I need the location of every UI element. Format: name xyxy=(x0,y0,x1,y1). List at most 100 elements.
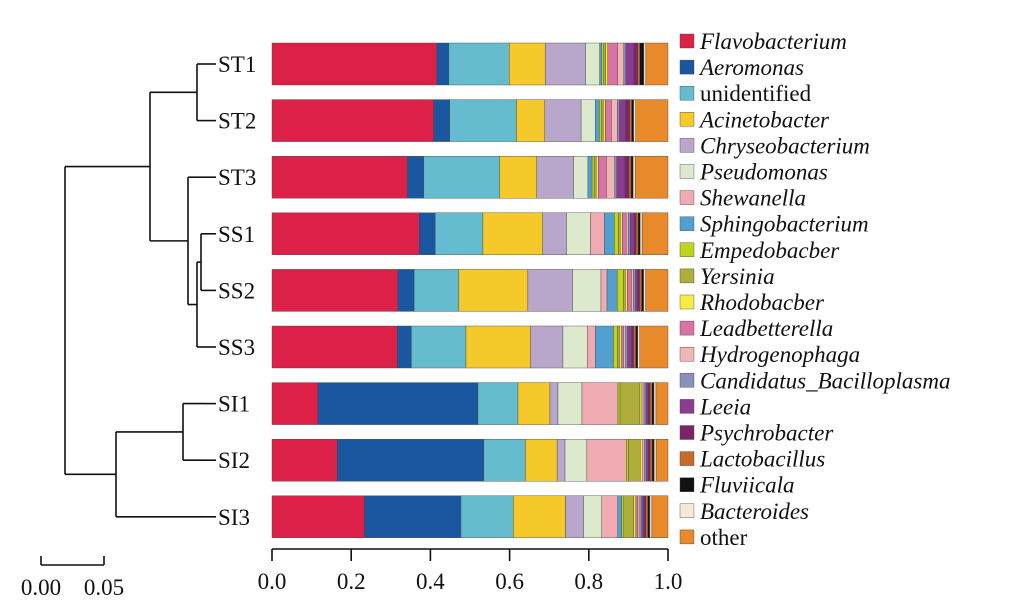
bars xyxy=(271,42,669,538)
legend-swatch-18 xyxy=(679,503,695,518)
legend-swatch-19 xyxy=(679,529,695,545)
bar-segment-si1-6 xyxy=(581,382,619,425)
bar-segment-st1-4 xyxy=(545,42,586,86)
x-tick-label-4: 0.8 xyxy=(574,569,603,594)
legend-label-15: Psychrobacter xyxy=(699,421,834,446)
bar-segment-ss1-17 xyxy=(637,212,641,256)
bar-segment-si2-17 xyxy=(651,439,655,482)
bar-segment-si3-6 xyxy=(601,495,618,538)
bar-segment-si2-16 xyxy=(649,439,653,482)
legend-label-8: Empedobacber xyxy=(699,238,840,263)
legend-swatch-13 xyxy=(679,373,695,388)
bar-segment-ss3-6 xyxy=(586,325,596,369)
bar-segment-si2-6 xyxy=(586,439,627,482)
bar-segment-st1-14 xyxy=(625,42,635,86)
bar-segment-ss2-11 xyxy=(627,269,632,312)
legend-label-13: Candidatus_Bacilloplasma xyxy=(700,368,950,393)
bar-segment-ss2-5 xyxy=(572,269,602,312)
legend-item-19: other xyxy=(679,525,748,550)
bar-segment-si3-5 xyxy=(583,495,602,538)
legend-label-4: Chryseobacterium xyxy=(700,133,870,158)
bar-segment-si3-0 xyxy=(271,495,365,538)
legend-swatch-15 xyxy=(679,425,695,440)
bar-segment-si1-13 xyxy=(643,382,647,425)
bar-segment-si1-19 xyxy=(655,382,669,425)
bar-segment-si3-4 xyxy=(565,495,584,538)
bar-segment-ss3-3 xyxy=(465,325,531,369)
bar-segment-ss1-1 xyxy=(419,212,436,256)
bar-segment-ss2-1 xyxy=(397,269,415,312)
bar-row-si3 xyxy=(271,495,669,538)
bar-segment-ss2-0 xyxy=(271,269,399,312)
legend-item-18: Bacteroides xyxy=(679,499,809,524)
legend-label-2: unidentified xyxy=(700,81,812,106)
bar-segment-si3-9 xyxy=(623,495,635,538)
sample-label-si2: SI2 xyxy=(218,448,250,473)
bar-segment-st2-3 xyxy=(516,99,545,142)
bar-segment-si3-10 xyxy=(633,495,637,538)
bar-segment-st1-9 xyxy=(603,42,606,86)
bar-segment-ss1-16 xyxy=(635,212,639,256)
bar-segment-st3-16 xyxy=(628,155,632,199)
bar-row-ss2 xyxy=(271,269,669,312)
bar-segment-ss2-14 xyxy=(635,269,638,312)
bar-segment-si2-12 xyxy=(642,439,645,482)
legend-label-14: Leeia xyxy=(699,394,751,419)
dendrogram-scale: 0.00 0.05 xyxy=(21,556,124,600)
bar-segment-st1-0 xyxy=(271,42,438,86)
bar-segment-st1-12 xyxy=(617,42,624,86)
bar-segment-si1-9 xyxy=(619,382,641,425)
bar-row-si2 xyxy=(271,439,669,482)
bar-segment-ss2-13 xyxy=(633,269,636,312)
bar-segment-si2-13 xyxy=(644,439,647,482)
legend-item-16: Lactobacillus xyxy=(679,447,825,472)
bar-segment-si2-19 xyxy=(655,439,669,482)
legend-label-9: Yersinia xyxy=(700,264,775,289)
bar-segment-ss3-12 xyxy=(623,325,626,369)
bar-segment-ss1-15 xyxy=(633,212,637,256)
x-tick-label-2: 0.4 xyxy=(416,569,445,594)
bar-segment-ss2-12 xyxy=(631,269,634,312)
bar-segment-si3-12 xyxy=(637,495,641,538)
legend-item-12: Hydrogenophaga xyxy=(679,342,860,367)
sample-label-st2: ST2 xyxy=(218,109,256,134)
legend-swatch-11 xyxy=(679,320,695,336)
legend-label-10: Rhodobacber xyxy=(699,290,825,315)
legend-label-7: Sphingobacterium xyxy=(700,212,869,237)
sample-label-ss3: SS3 xyxy=(218,335,255,360)
bar-segment-ss2-4 xyxy=(527,269,573,312)
bar-segment-st2-10 xyxy=(603,99,606,142)
bar-row-st1 xyxy=(271,42,669,86)
bar-segment-st3-15 xyxy=(624,155,630,199)
bar-segment-si2-10 xyxy=(640,439,643,482)
bar-segment-st1-17 xyxy=(639,42,645,86)
bar-segment-si1-12 xyxy=(641,382,645,425)
bar-segment-ss1-0 xyxy=(271,212,420,256)
legend-item-3: Acinetobacter xyxy=(679,107,830,132)
bar-segment-si2-0 xyxy=(271,439,338,482)
bar-segment-st3-19 xyxy=(634,155,669,199)
legend-item-1: Aeromonas xyxy=(679,55,804,80)
legend-label-3: Acinetobacter xyxy=(698,107,830,132)
bar-segment-st1-15 xyxy=(633,42,639,86)
bar-segment-ss1-3 xyxy=(482,212,543,256)
bar-segment-ss1-18 xyxy=(639,212,643,256)
bar-segment-ss3-2 xyxy=(411,325,467,369)
x-tick-label-1: 0.2 xyxy=(337,569,366,594)
legend-item-15: Psychrobacter xyxy=(679,421,834,446)
legend-label-12: Hydrogenophaga xyxy=(699,342,860,367)
dendrogram xyxy=(64,63,204,518)
bar-row-st2 xyxy=(271,99,669,142)
bar-segment-ss1-6 xyxy=(590,212,605,256)
sample-label-si1: SI1 xyxy=(218,392,250,417)
bar-segment-ss1-19 xyxy=(641,212,669,256)
bar-segment-st2-0 xyxy=(271,99,434,142)
bar-segment-st2-4 xyxy=(544,99,582,142)
bar-segment-st2-8 xyxy=(599,99,602,142)
bar-segment-ss3-11 xyxy=(621,325,624,369)
bar-segment-si3-17 xyxy=(647,495,651,538)
bar-segment-si1-14 xyxy=(645,382,649,425)
bar-segment-ss1-12 xyxy=(626,212,629,256)
bar-segment-ss3-8 xyxy=(613,325,618,369)
